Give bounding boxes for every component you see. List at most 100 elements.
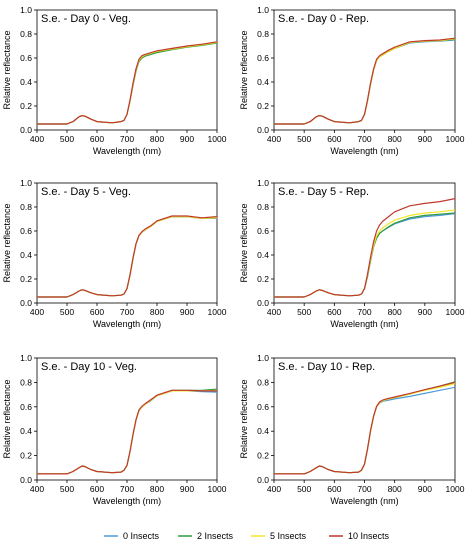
x-tick-label: 400	[267, 484, 281, 494]
legend-item: 10 Insects	[329, 531, 390, 541]
series-line	[37, 216, 217, 298]
y-tick-label: 0.2	[257, 451, 269, 461]
panel-title: S.e. - Day 5 - Rep.	[278, 186, 369, 198]
y-tick-label: 0.8	[20, 29, 32, 39]
y-tick-label: 0.4	[257, 426, 269, 436]
x-tick-label: 900	[418, 484, 432, 494]
y-axis-label: Relative reflectance	[2, 379, 12, 458]
legend: 0 Insects 2 Insects 5 Insects 10 Insects	[104, 531, 390, 541]
chart-panel: 400 500 600 700 800 900 1000 0.0 0.2 0.4 0.6 0.8 1.0…	[2, 178, 227, 329]
y-tick-label: 0.6	[257, 226, 269, 236]
y-tick-label: 0.0	[20, 298, 32, 308]
plot-frame	[36, 357, 218, 481]
y-tick-label: 0.6	[20, 402, 32, 412]
y-tick-label: 0.6	[20, 226, 32, 236]
series-line	[37, 388, 217, 475]
x-tick-label: 900	[418, 134, 432, 144]
x-tick-label: 400	[30, 307, 44, 317]
y-tick-label: 1.0	[257, 178, 269, 188]
series-line	[274, 38, 455, 125]
panel-title: S.e. - Day 0 - Veg.	[41, 13, 131, 25]
x-tick-label: 500	[297, 484, 311, 494]
y-axis-label: Relative reflectance	[239, 203, 249, 282]
plot-frame	[36, 182, 218, 304]
chart-panel: 400 500 600 700 800 900 1000 0.0 0.2 0.4 0.6 0.8 1.0…	[239, 5, 465, 156]
series-line	[274, 37, 455, 125]
x-axis-label: Wavelength (nm)	[330, 146, 398, 156]
series-line	[274, 386, 455, 475]
x-tick-label: 700	[357, 484, 371, 494]
x-axis-label: Wavelength (nm)	[330, 496, 398, 506]
x-tick-label: 1000	[446, 134, 465, 144]
y-tick-label: 0.2	[257, 101, 269, 111]
legend-item: 0 Insects	[104, 531, 160, 541]
x-tick-label: 700	[120, 134, 134, 144]
y-tick-label: 0.4	[20, 250, 32, 260]
y-tick-label: 1.0	[20, 178, 32, 188]
y-axis-label: Relative reflectance	[2, 203, 12, 282]
x-tick-label: 1000	[208, 134, 227, 144]
x-tick-label: 700	[120, 484, 134, 494]
y-tick-label: 0.6	[20, 53, 32, 63]
series-line	[37, 389, 217, 475]
y-tick-label: 0.0	[20, 475, 32, 485]
x-tick-label: 500	[60, 307, 74, 317]
y-tick-label: 0.8	[257, 377, 269, 387]
y-tick-label: 1.0	[257, 353, 269, 363]
x-tick-label: 800	[388, 307, 402, 317]
x-tick-label: 800	[388, 134, 402, 144]
y-tick-label: 0.2	[257, 274, 269, 284]
x-tick-label: 700	[120, 307, 134, 317]
x-axis-label: Wavelength (nm)	[93, 146, 161, 156]
series-line	[37, 390, 217, 475]
series-line	[274, 38, 455, 125]
panel-title: S.e. - Day 10 - Rep.	[278, 361, 375, 373]
series-line	[37, 216, 217, 298]
x-tick-label: 500	[60, 134, 74, 144]
chart-panel: 400 500 600 700 800 900 1000 0.0 0.2 0.4 0.6 0.8 1.0…	[239, 178, 465, 329]
panel-title: S.e. - Day 0 - Rep.	[278, 13, 369, 25]
series-line	[274, 381, 455, 475]
y-tick-label: 0.4	[20, 426, 32, 436]
series-line	[274, 383, 455, 475]
legend-item: 5 Insects	[251, 531, 307, 541]
x-tick-label: 500	[297, 307, 311, 317]
x-tick-label: 600	[90, 484, 104, 494]
y-tick-label: 0.8	[20, 377, 32, 387]
panel-title: S.e. - Day 5 - Veg.	[41, 186, 131, 198]
x-axis-label: Wavelength (nm)	[93, 496, 161, 506]
y-tick-label: 0.8	[20, 202, 32, 212]
x-tick-label: 800	[150, 484, 164, 494]
y-axis-label: Relative reflectance	[239, 379, 249, 458]
x-tick-label: 400	[30, 134, 44, 144]
legend-label: 0 Insects	[123, 531, 160, 541]
x-tick-label: 700	[357, 134, 371, 144]
series-line	[37, 389, 217, 475]
x-tick-label: 1000	[446, 307, 465, 317]
y-tick-label: 1.0	[257, 5, 269, 15]
y-tick-label: 0.2	[20, 274, 32, 284]
chart-panels: 400 500 600 700 800 900 1000 0.0 0.2 0.4 0.6 0.8 1.0…	[2, 5, 465, 506]
plot-frame	[273, 182, 456, 304]
x-tick-label: 600	[327, 134, 341, 144]
y-tick-label: 0.2	[20, 101, 32, 111]
series-line	[274, 381, 455, 475]
legend-label: 10 Insects	[348, 531, 390, 541]
x-tick-label: 600	[327, 307, 341, 317]
x-tick-label: 500	[60, 484, 74, 494]
x-tick-label: 1000	[208, 307, 227, 317]
y-axis-label: Relative reflectance	[2, 30, 12, 109]
x-tick-label: 600	[90, 307, 104, 317]
y-tick-label: 0.4	[257, 77, 269, 87]
x-tick-label: 700	[357, 307, 371, 317]
x-tick-label: 500	[297, 134, 311, 144]
x-tick-label: 800	[388, 484, 402, 494]
series-line	[37, 41, 217, 125]
y-tick-label: 0.6	[257, 402, 269, 412]
y-tick-label: 0.8	[257, 202, 269, 212]
y-tick-label: 0.2	[20, 451, 32, 461]
y-tick-label: 0.0	[257, 125, 269, 135]
x-tick-label: 400	[30, 484, 44, 494]
x-tick-label: 900	[180, 307, 194, 317]
